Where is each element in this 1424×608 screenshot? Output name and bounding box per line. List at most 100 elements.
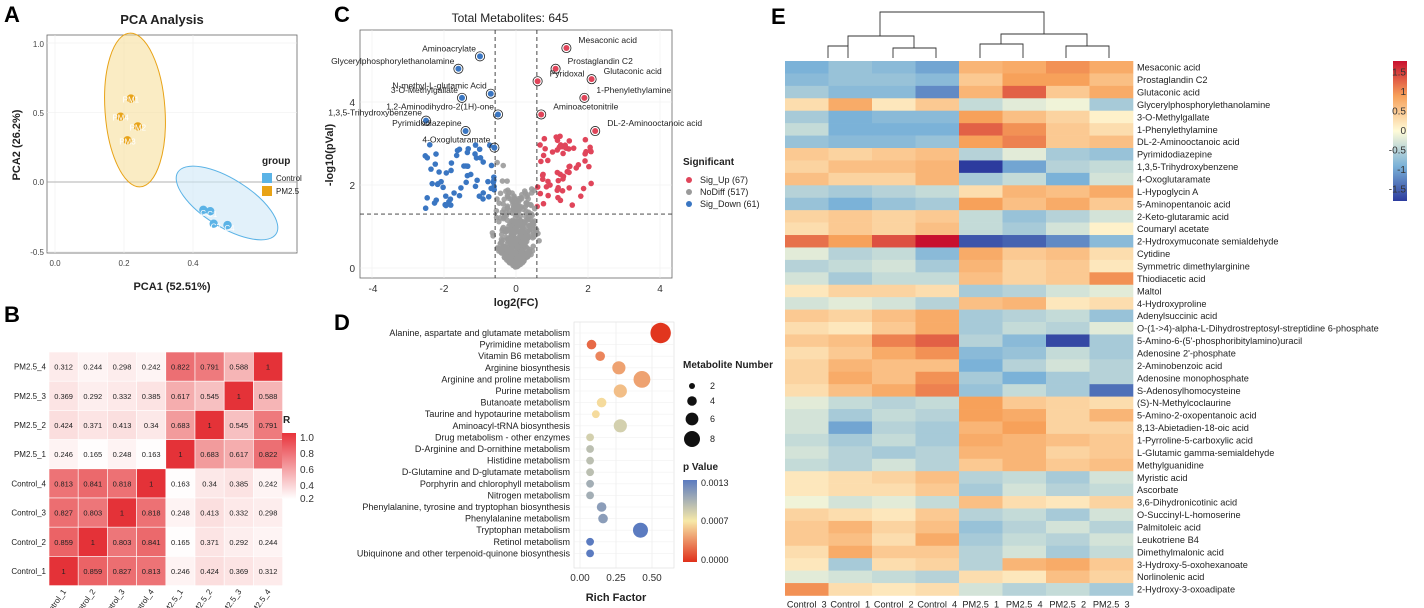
heatmap-cell (1002, 433, 1047, 447)
heatmap-cell (1002, 297, 1047, 310)
pca-point (223, 220, 232, 230)
heatmap-row-label: S-Adenosylhomocysteine (1137, 386, 1241, 396)
heatmap-row-label: Cytidine (1137, 249, 1170, 259)
corr-cell-value: 0.617 (229, 450, 248, 459)
volcano-point-up (569, 202, 576, 208)
heatmap-cell (872, 371, 916, 385)
enrichment-bubble (596, 397, 607, 408)
heatmap-cell (872, 496, 916, 509)
heatmap-row-labels: Mesaconic acid Prostaglandin C2 Glutaconic… (1137, 63, 1379, 595)
volcano-ylabel: -log10(pVal) (324, 123, 336, 186)
heatmap-cell (915, 346, 960, 360)
volcano-threshold-lines (360, 30, 672, 278)
volcano-point-down (440, 184, 446, 191)
correlation-panel: B 0.312 0.244 0.298 0.242 0.822 0.791 0.588 10.… (4, 302, 314, 608)
pca-ytick: 1.0 (33, 40, 45, 49)
enrichment-size-tick: 2 (710, 381, 715, 391)
pca-xtick: 0.4 (187, 259, 199, 268)
volcano-point-up (582, 158, 588, 164)
volcano-point-down (464, 149, 471, 156)
enrichment-size-dot (687, 396, 697, 406)
heatmap-cell (785, 297, 829, 310)
corr-row-label: PM2.5_3 (14, 392, 47, 401)
volcano-xtick: 4 (657, 284, 663, 295)
pca-legend-title: group (262, 156, 290, 167)
heatmap-cell (1002, 210, 1047, 223)
enrichment-pathway-label: Retinol metabolism (493, 537, 570, 547)
volcano-label: Pyrimidodiazepine (392, 118, 462, 128)
volcano-point-down (435, 180, 441, 187)
heatmap-cell (1089, 110, 1134, 124)
heatmap-cell (872, 247, 916, 261)
volcano-labeled-point-ring (489, 142, 500, 153)
heatmap-cell (959, 110, 1003, 124)
heatmap-cell (785, 346, 829, 360)
heatmap-legend-bar (1393, 61, 1407, 201)
volcano-point (504, 227, 511, 234)
volcano-point-down (448, 167, 454, 174)
heatmap-cell (1089, 235, 1134, 248)
volcano-point-up (566, 185, 573, 191)
enrichment-bubble (596, 502, 607, 512)
heatmap-cell (828, 421, 873, 435)
corr-cell-value: 0.424 (200, 567, 219, 576)
volcano-legend-title: Significant (683, 157, 735, 168)
corr-cell (223, 439, 254, 470)
heatmap-cell (828, 172, 873, 186)
volcano-labeled-point-ring (492, 109, 503, 120)
volcano-point-up (565, 146, 572, 152)
heatmap-cell (915, 558, 960, 571)
heatmap-cell (959, 558, 1003, 571)
heatmap-cell (1089, 346, 1134, 360)
enrichment-bubble (613, 384, 627, 398)
heatmap-cell (872, 433, 916, 447)
heatmap-cell (872, 160, 916, 174)
heatmap-cell (959, 446, 1003, 460)
corr-cell (253, 439, 283, 470)
corr-cell-value: 0.818 (142, 509, 161, 518)
heatmap-cell (1046, 334, 1090, 348)
volcano-legend-up: Sig_Up (67) (700, 175, 748, 185)
heatmap-cell (872, 409, 916, 422)
heatmap-cell (872, 222, 916, 236)
volcano-legend-dot-nodiff (686, 189, 692, 195)
heatmap-row-label: 5-Aminopentanoic acid (1137, 199, 1230, 209)
corr-cell-value: 0.246 (171, 567, 190, 576)
heatmap-cell (915, 148, 960, 161)
heatmap-row-label: O-(1->4)-alpha-L-Dihydrostreptosyl-strep… (1137, 324, 1379, 334)
corr-cell (107, 526, 137, 557)
corr-cell-value: 0.424 (54, 421, 73, 430)
volcano-point (501, 254, 508, 260)
volcano-labeled-point (462, 128, 469, 135)
volcano-labeled-point-ring (590, 126, 601, 137)
corr-cell (107, 410, 137, 440)
heatmap-cell (1002, 570, 1047, 584)
heatmap-cell (1046, 570, 1090, 584)
pca-xtick: 0.2 (118, 259, 130, 268)
corr-legend-tick: 0.8 (300, 449, 314, 460)
heatmap-cell (1002, 197, 1047, 211)
heatmap-cell (828, 570, 873, 584)
heatmap-cell (959, 73, 1003, 87)
corr-cell (48, 380, 79, 411)
heatmap-cells (785, 61, 1134, 596)
heatmap-cell (828, 508, 873, 522)
heatmap-cell (959, 433, 1003, 447)
volcano-point (504, 192, 511, 199)
heatmap-cell (1046, 396, 1090, 410)
heatmap-cell (785, 309, 829, 323)
heatmap-cell (1046, 371, 1090, 385)
volcano-point-up (545, 192, 551, 199)
heatmap-cell (1089, 583, 1134, 596)
heatmap-cell (1046, 61, 1090, 74)
heatmap-cell (915, 409, 960, 422)
volcano-point (493, 214, 500, 221)
heatmap-cell (1089, 272, 1134, 286)
volcano-labeled-point-ring (453, 63, 464, 74)
heatmap-cell (915, 259, 960, 273)
heatmap-cell (828, 73, 873, 87)
volcano-xtick: -4 (369, 284, 378, 295)
corr-cell (77, 526, 108, 557)
heatmap-cell (785, 359, 829, 373)
pca-point (133, 122, 142, 131)
